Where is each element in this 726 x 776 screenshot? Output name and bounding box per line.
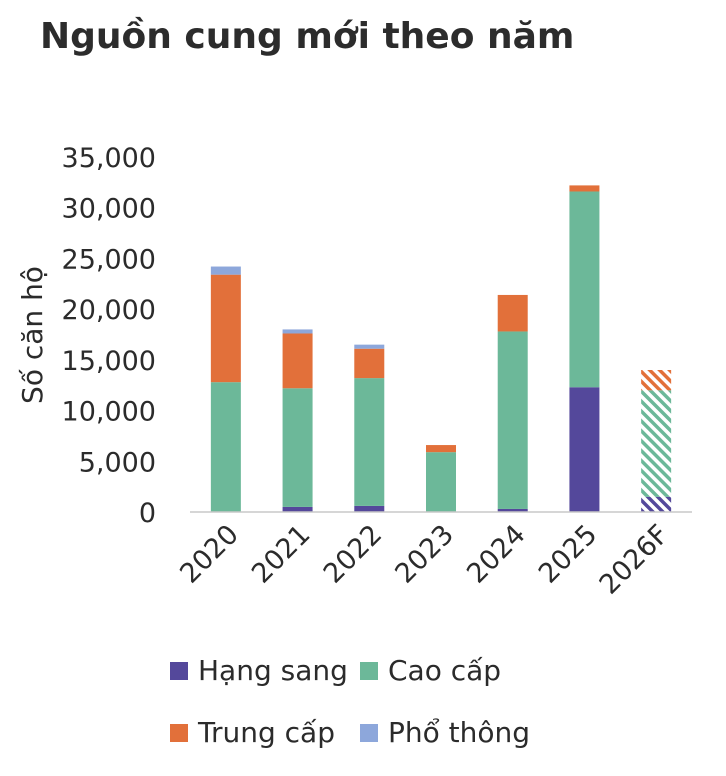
- y-axis-ticks: 0 5,000 10,000 15,000 20,000 25,000 30,000 35,0…: [62, 143, 156, 529]
- bar-segment: [354, 378, 385, 506]
- y-tick-label: 15,000: [62, 346, 156, 377]
- x-tick-label: 2021: [246, 519, 317, 590]
- bar-segment: [569, 191, 600, 388]
- y-tick-label: 5,000: [79, 447, 156, 478]
- bar-segment: [282, 329, 313, 334]
- y-tick-label: 10,000: [62, 397, 156, 428]
- bar-segment: [282, 333, 313, 389]
- bars: [210, 185, 672, 512]
- y-tick-label: 0: [139, 498, 156, 529]
- bar-segment: [426, 445, 456, 453]
- y-tick-label: 30,000: [62, 194, 156, 225]
- bar-segment: [210, 274, 241, 383]
- chart-title: Nguồn cung mới theo năm: [40, 16, 575, 57]
- bar-segment: [354, 505, 385, 512]
- legend-label: Cao cấp: [388, 654, 501, 687]
- bar-segment: [569, 185, 600, 192]
- x-tick-label: 2026F: [594, 519, 675, 600]
- bar-segment: [354, 344, 385, 349]
- legend-label: Trung cấp: [197, 716, 335, 749]
- bar-segment: [641, 496, 672, 512]
- legend: Hạng sang Cao cấp Trung cấp Phổ thông: [170, 654, 530, 749]
- bar-segment: [354, 348, 385, 379]
- y-axis-label: Số căn hộ: [16, 266, 49, 404]
- x-tick-label: 2023: [389, 519, 460, 590]
- bar-segment: [497, 331, 528, 509]
- bar-segment: [641, 370, 672, 391]
- x-tick-label: 2020: [174, 519, 245, 590]
- bar-segment: [641, 390, 672, 497]
- bar-segment: [426, 452, 456, 512]
- x-tick-label: 2024: [461, 519, 532, 590]
- legend-swatch: [360, 662, 378, 680]
- legend-swatch: [360, 724, 378, 742]
- legend-label: Phổ thông: [388, 716, 530, 749]
- bar-segment: [497, 508, 528, 512]
- bar-segment: [569, 387, 600, 512]
- legend-swatch: [170, 662, 188, 680]
- y-tick-label: 25,000: [62, 244, 156, 275]
- bar-segment: [210, 266, 241, 275]
- x-tick-label: 2022: [318, 519, 389, 590]
- y-tick-label: 35,000: [62, 143, 156, 174]
- legend-label: Hạng sang: [198, 654, 348, 687]
- bar-segment: [282, 388, 313, 507]
- bar-segment: [282, 506, 313, 512]
- bar-segment: [210, 382, 241, 512]
- y-tick-label: 20,000: [62, 295, 156, 326]
- bar-segment: [497, 294, 528, 332]
- legend-swatch: [170, 724, 188, 742]
